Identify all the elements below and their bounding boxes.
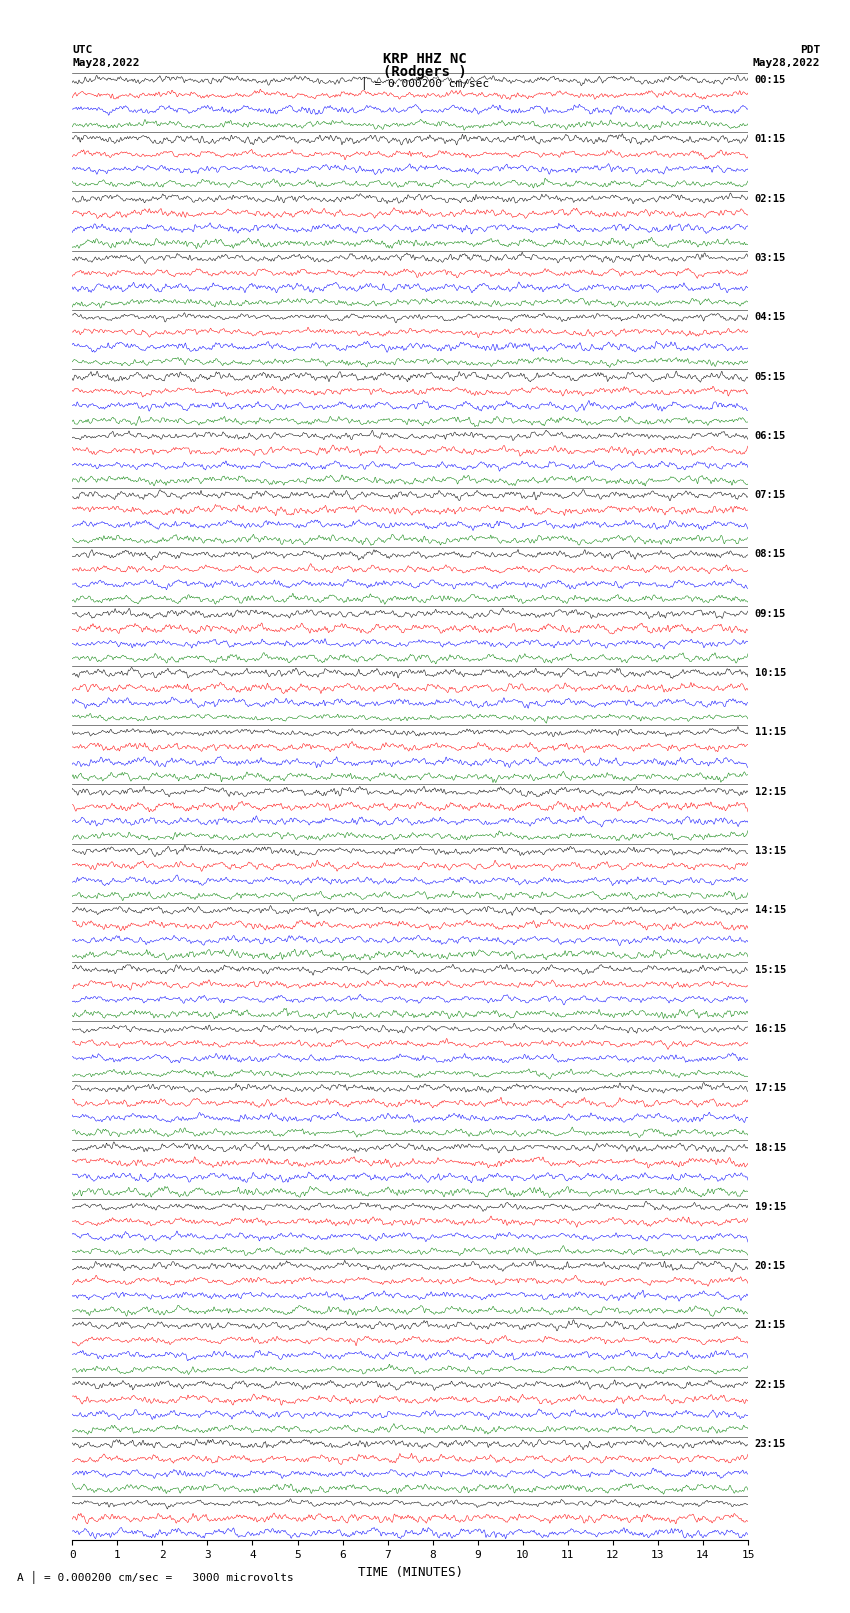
Text: 22:15: 22:15 — [755, 1379, 786, 1390]
Text: 15:15: 15:15 — [755, 965, 786, 974]
Text: 21:15: 21:15 — [755, 1321, 786, 1331]
Text: 05:15: 05:15 — [755, 371, 786, 382]
Text: May28,2022: May28,2022 — [72, 58, 139, 68]
Text: 17:15: 17:15 — [755, 1084, 786, 1094]
Text: 06:15: 06:15 — [755, 431, 786, 440]
Text: 11:15: 11:15 — [755, 727, 786, 737]
Text: 10:15: 10:15 — [755, 668, 786, 677]
Text: │ = 0.000200 cm/sec: │ = 0.000200 cm/sec — [361, 77, 489, 90]
Text: 08:15: 08:15 — [755, 550, 786, 560]
X-axis label: TIME (MINUTES): TIME (MINUTES) — [358, 1566, 462, 1579]
Text: 03:15: 03:15 — [755, 253, 786, 263]
Text: 23:15: 23:15 — [755, 1439, 786, 1448]
Text: PDT: PDT — [800, 45, 820, 55]
Text: 07:15: 07:15 — [755, 490, 786, 500]
Text: KRP HHZ NC: KRP HHZ NC — [383, 52, 467, 66]
Text: 20:15: 20:15 — [755, 1261, 786, 1271]
Text: UTC: UTC — [72, 45, 93, 55]
Text: 02:15: 02:15 — [755, 194, 786, 203]
Text: 19:15: 19:15 — [755, 1202, 786, 1211]
Text: 01:15: 01:15 — [755, 134, 786, 144]
Text: (Rodgers ): (Rodgers ) — [383, 65, 467, 79]
Text: May28,2022: May28,2022 — [753, 58, 820, 68]
Text: 16:15: 16:15 — [755, 1024, 786, 1034]
Text: 13:15: 13:15 — [755, 845, 786, 857]
Text: 00:15: 00:15 — [755, 74, 786, 85]
Text: 18:15: 18:15 — [755, 1142, 786, 1153]
Text: 14:15: 14:15 — [755, 905, 786, 915]
Text: 12:15: 12:15 — [755, 787, 786, 797]
Text: 09:15: 09:15 — [755, 608, 786, 619]
Text: 04:15: 04:15 — [755, 313, 786, 323]
Text: A │ = 0.000200 cm/sec =   3000 microvolts: A │ = 0.000200 cm/sec = 3000 microvolts — [17, 1571, 294, 1584]
